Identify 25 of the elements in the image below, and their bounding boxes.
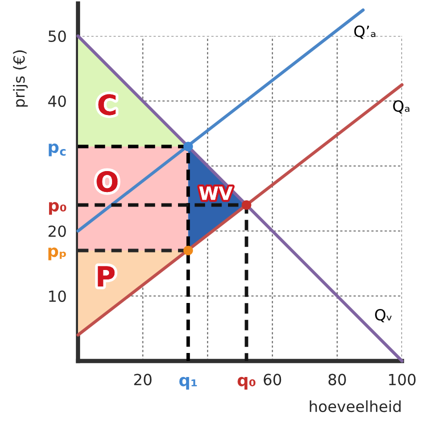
y-tick-label: p₀ — [49, 202, 66, 215]
series-label: Qᵥ — [375, 308, 392, 322]
y-tick-label: p$_{c}$ — [48, 143, 66, 156]
x-tick-label: 60 — [264, 374, 282, 386]
annotation: WV — [199, 186, 233, 200]
x-axis-title: hoeveelheid — [310, 400, 401, 412]
y-tick-label: 20 — [48, 225, 66, 238]
y-tick-label: pₚ — [48, 248, 66, 260]
x-tick-label: 20 — [134, 374, 152, 386]
x-tick-label: q₀ — [238, 376, 256, 390]
y-axis-title: prijs (€) — [12, 50, 28, 107]
series-label: Qₐ — [393, 100, 410, 114]
series-label: Q’ₐ — [354, 26, 376, 39]
y-tick-label: 50 — [48, 30, 66, 42]
annotation: C — [98, 94, 116, 116]
annotation: P — [98, 266, 115, 286]
x-tick-label: q₁ — [179, 376, 197, 390]
x-tick-label: 100 — [389, 374, 416, 386]
y-tick-label: 10 — [49, 290, 66, 302]
point — [242, 200, 252, 210]
y-tick-label: 40 — [48, 95, 66, 108]
point — [183, 246, 193, 256]
annotation: O — [96, 171, 118, 192]
x-tick-label: 80 — [328, 374, 346, 386]
point — [183, 142, 193, 152]
